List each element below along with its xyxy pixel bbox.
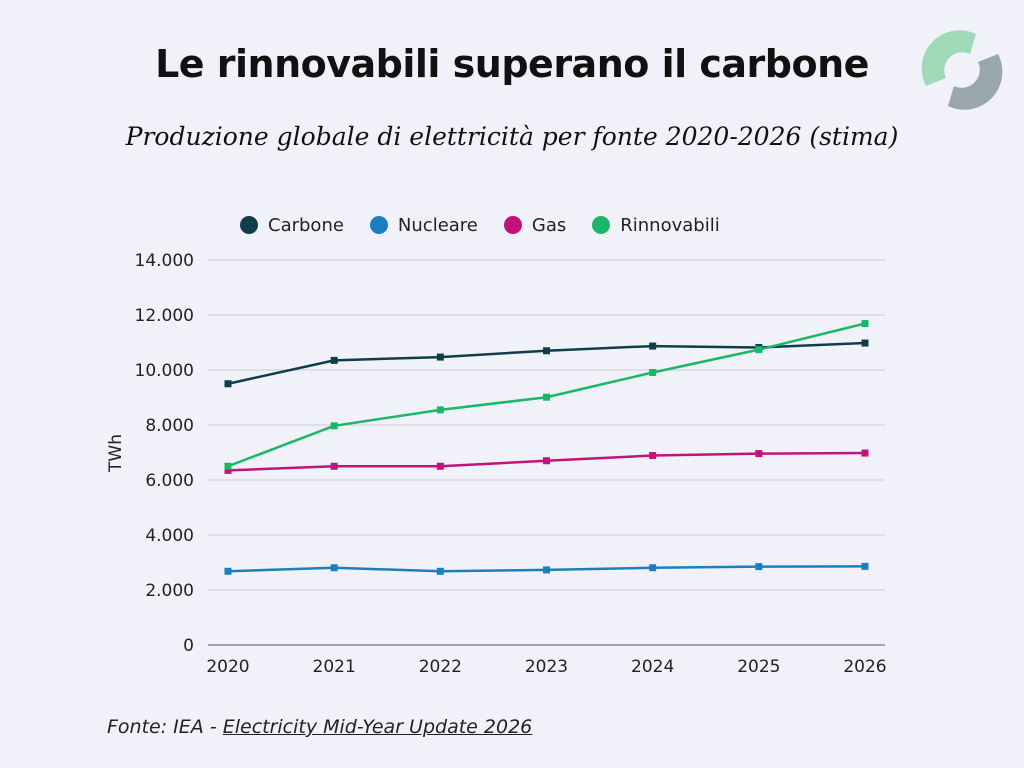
data-point-gas [543,457,550,465]
y-tick-label: 2.000 [145,581,194,601]
data-point-carbone [330,356,338,364]
source-prefix: Fonte: IEA - [107,716,223,738]
x-tick-label: 2021 [313,657,356,677]
data-point-rinnovabili [861,320,869,328]
data-point-rinnovabili [543,393,550,401]
legend-label: Nucleare [397,214,478,236]
x-tick-label: 2023 [525,657,568,677]
data-point-nucleare [649,564,657,572]
data-point-gas [755,450,763,458]
chart-legend: Carbone Nucleare Gas Rinnovabili [240,210,746,240]
data-point-gas [330,462,338,470]
y-tick-label: 12.000 [135,306,194,326]
legend-item-rinnovabili: Rinnovabili [592,214,720,236]
y-tick-label: 6.000 [145,471,194,491]
data-point-rinnovabili [649,368,657,376]
page-subtitle: Produzione globale di elettricità per fo… [125,122,899,151]
data-point-carbone [861,339,869,347]
y-tick-label: 14.000 [135,251,194,271]
data-point-rinnovabili [330,422,338,430]
y-tick-label: 0 [183,636,194,656]
x-tick-label: 2026 [843,657,886,677]
data-point-gas [436,462,444,470]
data-point-rinnovabili [755,346,763,354]
legend-marker [503,216,522,234]
x-tick-label: 2025 [737,657,780,677]
y-tick-label: 10.000 [135,361,194,381]
data-point-gas [861,449,869,457]
x-tick-label: 2020 [206,657,249,677]
data-point-nucleare [755,563,763,571]
legend-label: Rinnovabili [620,214,720,236]
legend-marker [592,216,611,234]
data-point-carbone [649,342,657,350]
legend-item-nucleare: Nucleare [369,214,478,236]
data-point-nucleare [861,562,869,570]
data-point-carbone [436,353,444,361]
y-tick-label: 4.000 [145,526,194,546]
legend-label: Carbone [268,214,344,236]
data-point-gas [224,466,232,474]
data-point-nucleare [224,567,232,575]
legend-label: Gas [531,214,567,236]
legend-item-carbone: Carbone [240,215,344,236]
data-point-nucleare [436,567,444,575]
legend-item-gas: Gas [503,214,567,236]
data-point-rinnovabili [224,462,232,470]
data-point-carbone [543,347,550,355]
data-point-carbone [224,380,232,388]
source-link[interactable]: Electricity Mid-Year Update 2026 [222,716,533,738]
source-note: Fonte: IEA - Electricity Mid-Year Update… [107,716,532,738]
data-point-gas [649,452,657,460]
data-point-nucleare [543,566,550,574]
y-axis-label: TWh [106,434,126,473]
circular-arrows-logo-icon [921,30,1003,110]
y-tick-label: 8.000 [145,416,194,436]
page-title: Le rinnovabili superano il carbone [155,42,869,86]
x-tick-label: 2022 [419,657,462,677]
x-tick-label: 2024 [631,657,674,677]
legend-marker [369,216,388,234]
legend-marker [240,216,258,234]
data-point-rinnovabili [436,406,444,414]
data-point-nucleare [330,564,338,572]
